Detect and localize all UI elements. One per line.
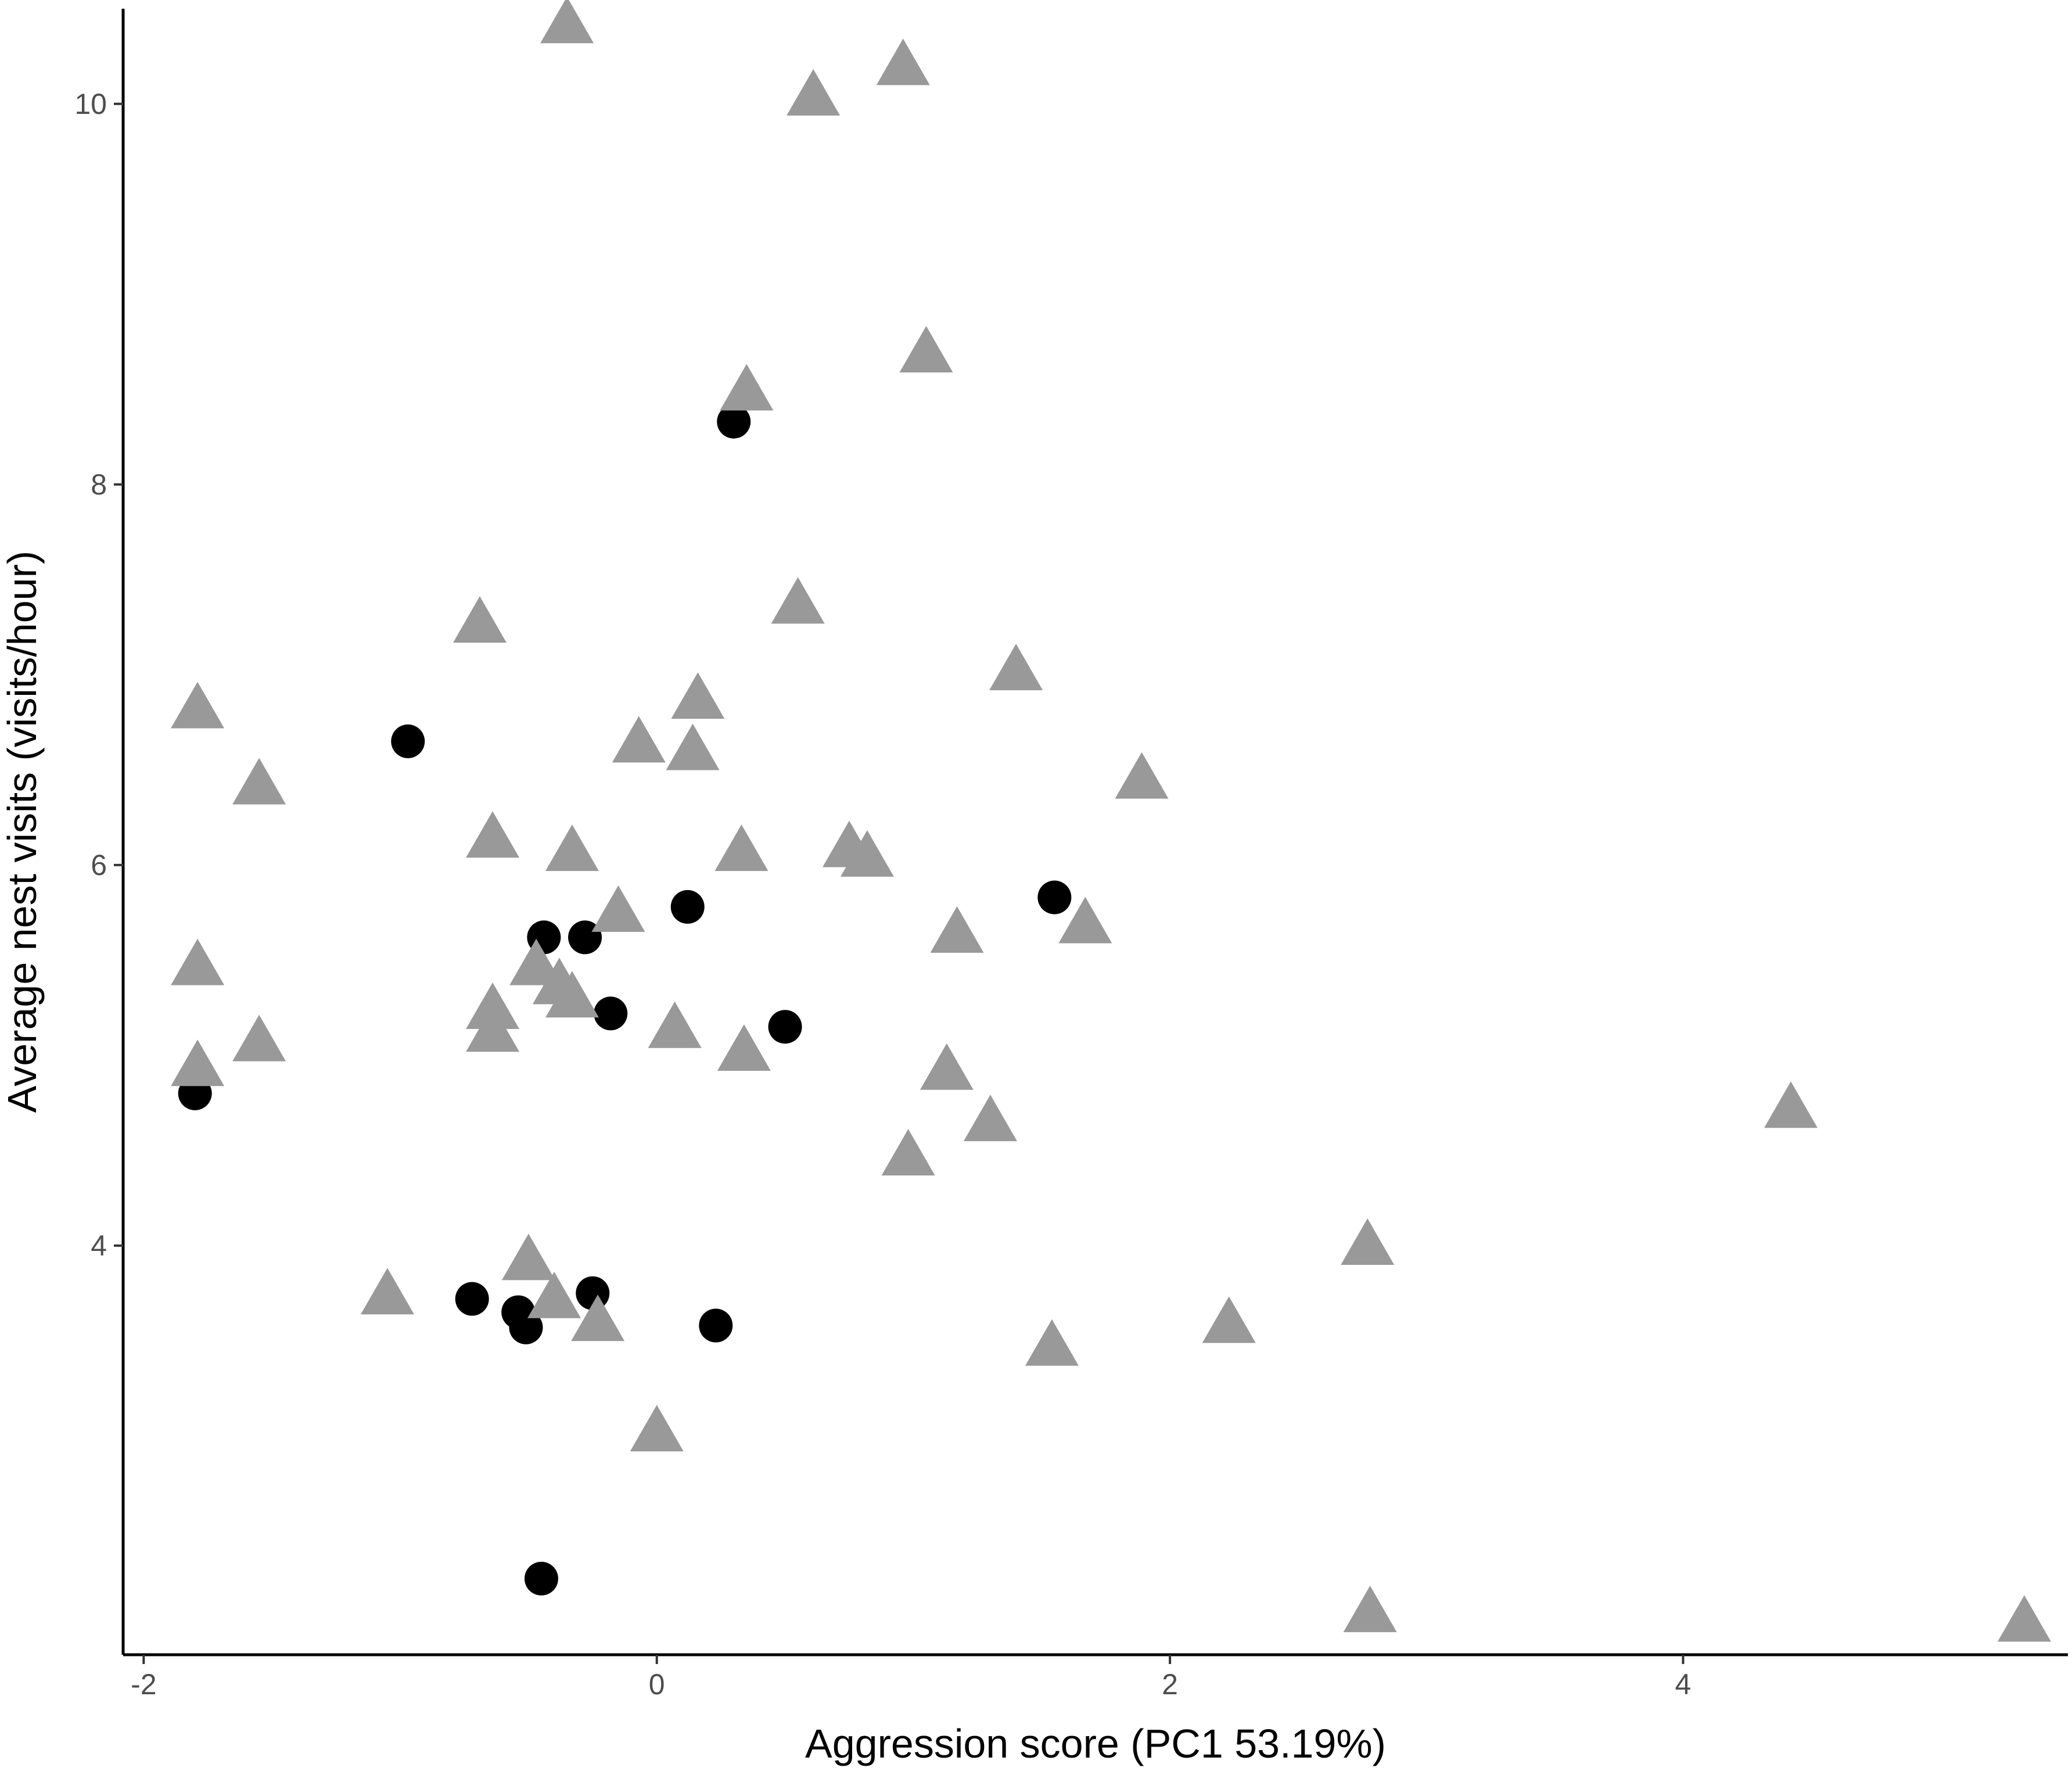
x-tick-label: -2 [131,1668,156,1701]
data-point-triangle [171,938,225,985]
x-axis-title: Aggression score (PC1 53.19%) [805,1721,1386,1766]
data-point-triangle [720,364,774,411]
data-point-triangle [527,1271,581,1318]
x-tick-label: 0 [649,1668,665,1701]
data-point-triangle [1764,1081,1818,1128]
y-tick-label: 10 [74,88,107,120]
data-point-triangle [466,811,520,858]
data-point-triangle [648,1001,702,1048]
data-point-circle [717,404,751,439]
x-tick-label: 4 [1675,1668,1692,1701]
data-point-triangle [591,885,645,932]
data-point-circle [524,1561,558,1595]
data-point-triangle [171,1039,225,1086]
data-point-triangle [630,1405,684,1452]
data-point-circle [1037,880,1072,915]
data-point-triangle [1025,1319,1079,1366]
data-point-triangle [717,1024,771,1071]
data-point-triangle [881,1129,935,1176]
data-point-triangle [540,0,594,44]
data-point-triangle [930,906,984,953]
axes: -2 0 2 4 4 6 8 10 [74,9,2068,1701]
data-point-triangle [876,38,930,85]
data-point-triangle [714,824,769,872]
data-point-triangle [453,596,507,643]
data-point-triangle [1341,1218,1395,1265]
data-point-triangle [571,1295,625,1342]
data-point-triangle [840,830,894,877]
data-point-triangle [612,716,666,763]
y-tick-label: 8 [91,468,107,501]
data-point-circle [670,890,705,924]
data-point-triangle [171,682,225,729]
data-point-circle [455,1282,489,1316]
data-point-triangle [787,69,841,116]
y-axis-title: Average nest visits (visits/hour) [0,551,45,1113]
data-point-circle [768,1010,802,1044]
data-point-triangle [360,1268,414,1315]
data-point-triangle [989,643,1043,690]
plot-area [171,0,2051,1642]
data-point-triangle [501,1233,555,1281]
data-point-triangle [466,1005,520,1052]
data-point-circle [509,1310,543,1344]
y-tick-label: 4 [91,1229,107,1262]
data-point-triangle [1997,1595,2051,1642]
data-point-triangle [545,824,599,872]
data-point-triangle [920,1043,974,1090]
data-point-triangle [771,577,825,624]
data-point-triangle [899,326,953,373]
y-tick-label: 6 [91,849,107,881]
data-point-triangle [671,672,725,719]
data-point-triangle [666,723,720,770]
data-point-triangle [232,758,286,805]
data-point-triangle [1343,1586,1397,1633]
data-point-triangle [545,971,599,1018]
data-point-triangle [1058,897,1112,944]
data-point-circle [699,1308,733,1343]
data-point-circle [594,996,628,1031]
data-point-triangle [509,938,563,985]
data-point-triangle [963,1095,1017,1142]
data-point-triangle [232,1014,286,1062]
x-tick-label: 2 [1162,1668,1178,1701]
data-point-triangle [1115,752,1169,799]
data-point-circle [391,724,425,758]
data-point-triangle [1202,1296,1256,1343]
